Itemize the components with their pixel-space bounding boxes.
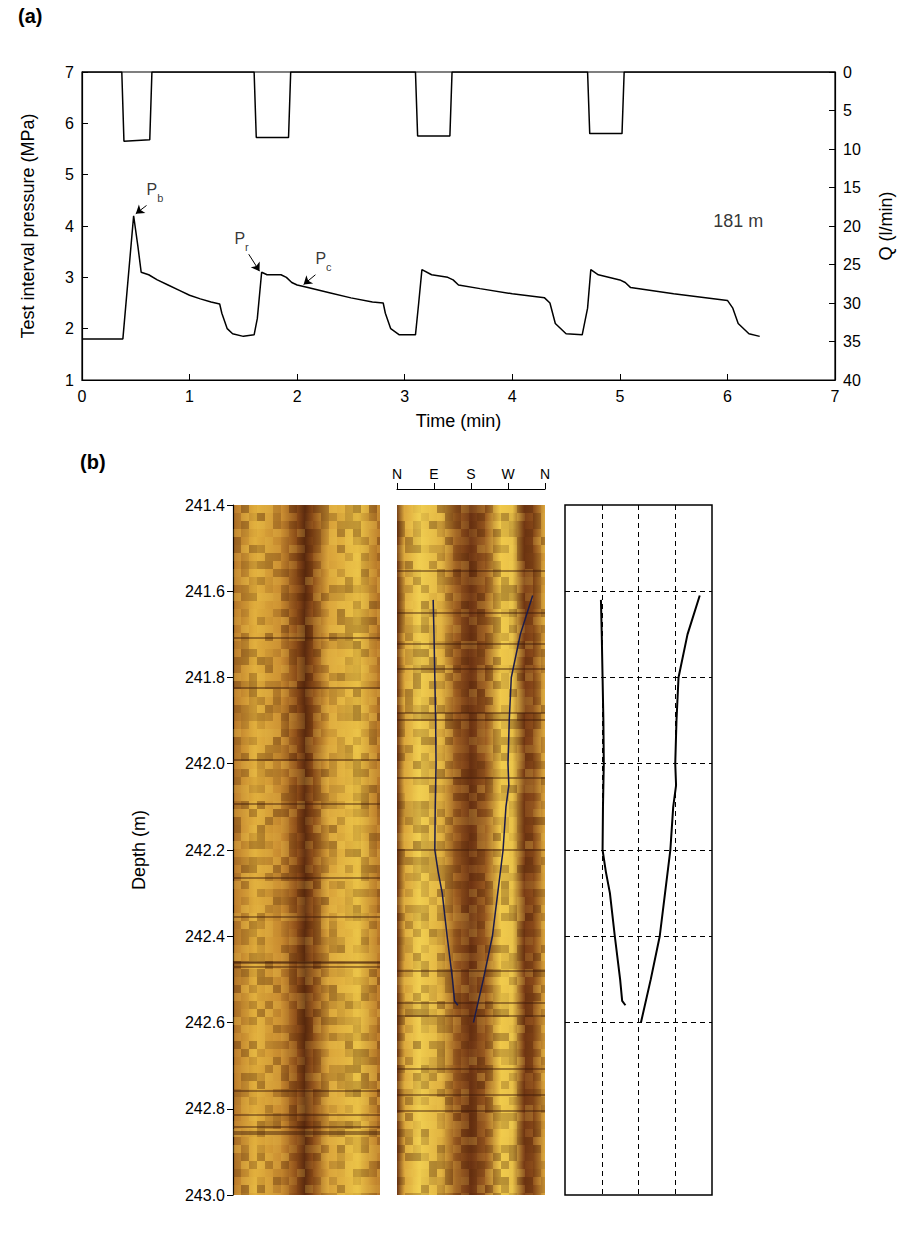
svg-text:5: 5 (65, 166, 74, 183)
svg-text:3: 3 (65, 269, 74, 286)
svg-text:15: 15 (843, 179, 861, 196)
svg-text:2: 2 (293, 388, 302, 405)
svg-text:P: P (234, 230, 245, 247)
svg-text:6: 6 (65, 115, 74, 132)
svg-text:P: P (147, 181, 158, 198)
svg-text:181 m: 181 m (713, 211, 763, 231)
svg-text:r: r (245, 241, 249, 253)
svg-text:35: 35 (843, 333, 861, 350)
svg-text:0: 0 (843, 64, 852, 81)
svg-text:3: 3 (400, 388, 409, 405)
svg-text:242.2: 242.2 (185, 842, 225, 859)
svg-text:7: 7 (65, 64, 74, 81)
svg-text:10: 10 (843, 141, 861, 158)
svg-text:P: P (315, 250, 326, 267)
svg-text:Q (l/min): Q (l/min) (876, 192, 896, 261)
svg-text:5: 5 (843, 102, 852, 119)
svg-text:30: 30 (843, 295, 861, 312)
svg-text:242.4: 242.4 (185, 928, 225, 945)
svg-text:7: 7 (831, 388, 840, 405)
svg-text:243.0: 243.0 (185, 1187, 225, 1204)
svg-text:40: 40 (843, 372, 861, 389)
svg-text:4: 4 (65, 218, 74, 235)
svg-text:241.4: 241.4 (185, 497, 225, 514)
svg-text:25: 25 (843, 256, 861, 273)
svg-text:242.6: 242.6 (185, 1014, 225, 1031)
svg-text:N: N (392, 466, 402, 482)
svg-text:N: N (540, 466, 550, 482)
svg-text:2: 2 (65, 320, 74, 337)
svg-text:241.6: 241.6 (185, 583, 225, 600)
svg-text:c: c (326, 261, 332, 273)
svg-text:Depth (m): Depth (m) (129, 810, 149, 890)
svg-text:0: 0 (78, 388, 87, 405)
svg-text:1: 1 (65, 372, 74, 389)
svg-text:Time (min): Time (min) (416, 411, 501, 431)
svg-text:b: b (157, 192, 163, 204)
svg-text:242.8: 242.8 (185, 1100, 225, 1117)
svg-text:1: 1 (185, 388, 194, 405)
svg-text:S: S (466, 466, 475, 482)
svg-text:E: E (429, 466, 438, 482)
svg-text:Test interval pressure (MPa): Test interval pressure (MPa) (18, 113, 38, 338)
svg-text:241.8: 241.8 (185, 669, 225, 686)
svg-text:6: 6 (723, 388, 732, 405)
svg-text:(a): (a) (18, 5, 42, 27)
svg-text:20: 20 (843, 218, 861, 235)
svg-text:4: 4 (508, 388, 517, 405)
svg-text:242.0: 242.0 (185, 755, 225, 772)
svg-text:W: W (501, 466, 515, 482)
svg-text:5: 5 (615, 388, 624, 405)
svg-text:(b): (b) (80, 451, 106, 473)
